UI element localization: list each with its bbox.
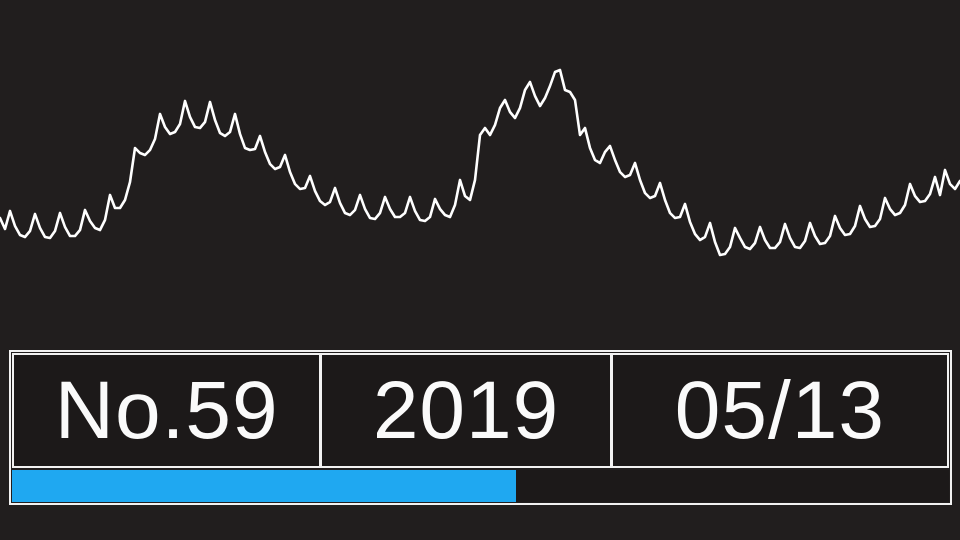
record-number-cell: No.59 <box>14 355 320 466</box>
progress-bar-track[interactable] <box>12 470 949 502</box>
info-panel: No.59 2019 05/13 <box>9 350 952 505</box>
date-label: 05/13 <box>674 364 885 456</box>
year-label: 2019 <box>372 364 560 456</box>
info-cells: No.59 2019 05/13 <box>12 353 949 468</box>
waveform-trace <box>0 68 960 257</box>
record-number-label: No.59 <box>54 364 279 456</box>
year-cell: 2019 <box>319 355 610 466</box>
progress-bar-fill <box>12 470 517 502</box>
date-cell: 05/13 <box>609 355 947 466</box>
